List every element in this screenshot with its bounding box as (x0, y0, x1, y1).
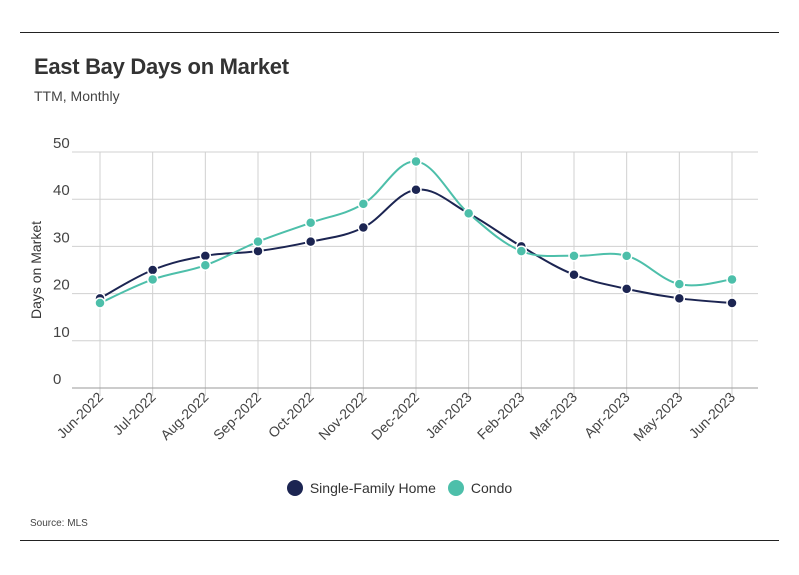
data-point-condo (410, 155, 422, 168)
data-point-single-family (199, 250, 212, 262)
legend: Single-Family Home Condo (0, 480, 799, 496)
data-point-single-family (252, 245, 264, 257)
data-point-single-family (304, 235, 317, 248)
data-point-single-family (726, 297, 738, 309)
data-point-condo (620, 250, 633, 262)
chart-subtitle: TTM, Monthly (34, 88, 120, 104)
y-tick-label: 20 (53, 277, 70, 294)
x-tick-label: Aug-2022 (157, 389, 211, 443)
y-tick-label: 40 (53, 182, 70, 199)
top-rule (20, 32, 779, 33)
x-tick-label: Dec-2022 (368, 389, 422, 443)
legend-swatch-condo (447, 480, 464, 496)
x-tick-label: Feb-2023 (474, 389, 528, 443)
y-tick-label: 0 (53, 371, 61, 388)
y-tick-label: 10 (53, 324, 70, 341)
x-tick-label: Nov-2022 (315, 389, 369, 443)
legend-item-condo: Condo (447, 480, 513, 496)
legend-label-condo: Condo (470, 480, 513, 496)
y-axis-label: Days on Market (28, 221, 44, 319)
data-point-single-family (620, 283, 633, 295)
source-note: Source: MLS (30, 518, 88, 529)
data-point-condo (726, 273, 738, 286)
bottom-rule (20, 540, 779, 541)
chart-title: East Bay Days on Market (34, 54, 289, 79)
x-tick-label: Jun-2023 (686, 389, 739, 442)
data-point-condo (252, 235, 264, 248)
data-point-condo (357, 198, 370, 210)
legend-swatch-single-family (286, 480, 303, 496)
data-point-single-family (410, 184, 422, 196)
legend-item-single-family: Single-Family Home (286, 480, 436, 496)
data-point-condo (94, 297, 106, 309)
data-point-single-family (357, 221, 370, 234)
x-tick-label: Mar-2023 (526, 389, 580, 443)
data-point-single-family (673, 292, 686, 305)
x-tick-label: Apr-2023 (581, 389, 633, 441)
data-point-condo (515, 245, 528, 257)
y-tick-label: 30 (53, 229, 70, 246)
data-point-condo (462, 207, 475, 220)
data-point-condo (199, 259, 212, 272)
x-tick-label: Jun-2022 (54, 389, 107, 442)
y-tick-label: 50 (53, 135, 70, 152)
x-tick-label: May-2023 (630, 389, 685, 444)
legend-label-single-family: Single-Family Home (309, 480, 436, 496)
data-point-condo (146, 273, 159, 286)
data-point-single-family (146, 264, 159, 276)
data-point-condo (568, 250, 580, 262)
x-tick-label: Jul-2022 (110, 389, 159, 438)
x-tick-label: Oct-2022 (265, 389, 317, 441)
x-tick-label: Jan-2023 (422, 389, 475, 442)
data-point-condo (673, 278, 686, 290)
data-point-single-family (568, 268, 580, 281)
x-tick-label: Sep-2022 (210, 389, 264, 443)
data-point-condo (304, 217, 317, 229)
